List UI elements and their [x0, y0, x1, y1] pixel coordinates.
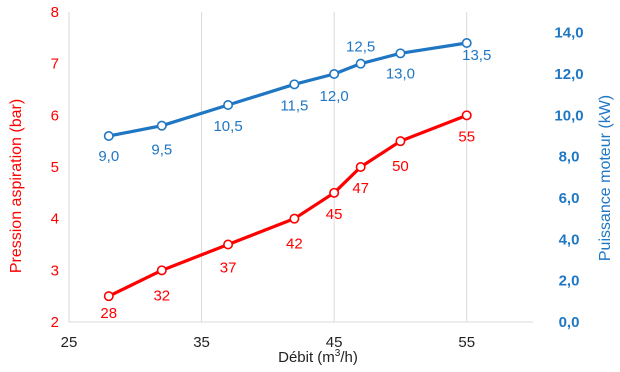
pressure-point — [156, 265, 167, 276]
x-tick-label: 25 — [61, 334, 78, 351]
pressure-data-label: 50 — [392, 158, 409, 175]
pressure-point — [461, 110, 472, 121]
power-data-label: 9,5 — [151, 142, 172, 159]
y-left-tick-label: 4 — [51, 211, 59, 228]
y-left-tick-label: 8 — [51, 4, 59, 21]
power-data-label: 12,0 — [320, 88, 349, 105]
x-axis-title: Débit (m3/h) — [278, 348, 358, 366]
x-axis-title-end: /h) — [340, 349, 358, 366]
pressure-data-label: 55 — [458, 128, 475, 145]
x-axis-title-superscript: 3 — [335, 348, 341, 359]
power-data-label: 11,5 — [280, 97, 308, 114]
y-left-tick-label: 5 — [51, 159, 59, 176]
y-axis-right-title: Puissance moteur (kW) — [597, 95, 614, 261]
x-tick-label: 45 — [326, 334, 343, 351]
power-point — [395, 48, 406, 59]
y-right-tick-label: 14,0 — [554, 25, 583, 42]
y-left-tick-label: 3 — [51, 262, 59, 279]
pressure-data-label: 28 — [100, 305, 117, 322]
pressure-data-label: 37 — [220, 260, 237, 277]
y-axis-left-title: Pression aspiration (bar) — [8, 99, 25, 273]
y-right-tick-label: 0,0 — [559, 314, 580, 331]
y-right-tick-label: 10,0 — [554, 107, 583, 124]
pressure-series-line — [108, 113, 468, 298]
pressure-point — [289, 213, 300, 224]
power-point — [461, 37, 472, 48]
power-point — [289, 79, 300, 90]
power-point — [156, 120, 167, 131]
power-series-line — [108, 41, 467, 138]
power-point — [329, 69, 340, 80]
power-data-label: 13,0 — [386, 65, 415, 82]
pressure-point — [329, 187, 340, 198]
power-data-label: 9,0 — [98, 148, 119, 165]
x-tick-label: 55 — [458, 334, 475, 351]
y-right-tick-label: 12,0 — [554, 66, 583, 83]
data-labels: 28 32 37 42 45 47 50 55 9,0 9,5 10,5 11,5 12,0 12,5 13… — [98, 39, 491, 322]
y-right-tick-label: 2,0 — [559, 273, 580, 290]
pressure-data-label: 42 — [286, 236, 303, 253]
power-data-label: 10,5 — [213, 118, 242, 135]
power-point — [355, 58, 366, 69]
pressure-point — [355, 162, 366, 173]
y-right-tick-label: 4,0 — [559, 231, 580, 248]
pressure-data-label: 47 — [352, 180, 369, 197]
x-axis-title-main: Débit (m — [278, 349, 335, 366]
power-point — [103, 131, 114, 142]
power-data-label: 13,5 — [462, 47, 491, 64]
pressure-data-label: 32 — [153, 287, 170, 304]
pressure-point — [395, 136, 406, 147]
y-left-tick-label: 7 — [51, 56, 59, 73]
pressure-point — [223, 239, 234, 250]
power-point — [223, 100, 234, 111]
y-right-tick-label: 6,0 — [559, 190, 580, 207]
y-left-tick-label: 6 — [51, 107, 59, 124]
x-tick-label: 35 — [193, 334, 210, 351]
power-data-label: 12,5 — [346, 39, 375, 56]
series-layer — [103, 37, 472, 302]
pressure-data-label: 45 — [326, 206, 343, 223]
y-right-tick-label: 8,0 — [559, 149, 580, 166]
y-left-tick-label: 2 — [51, 314, 59, 331]
pressure-point — [103, 291, 114, 302]
gridlines — [68, 12, 533, 323]
